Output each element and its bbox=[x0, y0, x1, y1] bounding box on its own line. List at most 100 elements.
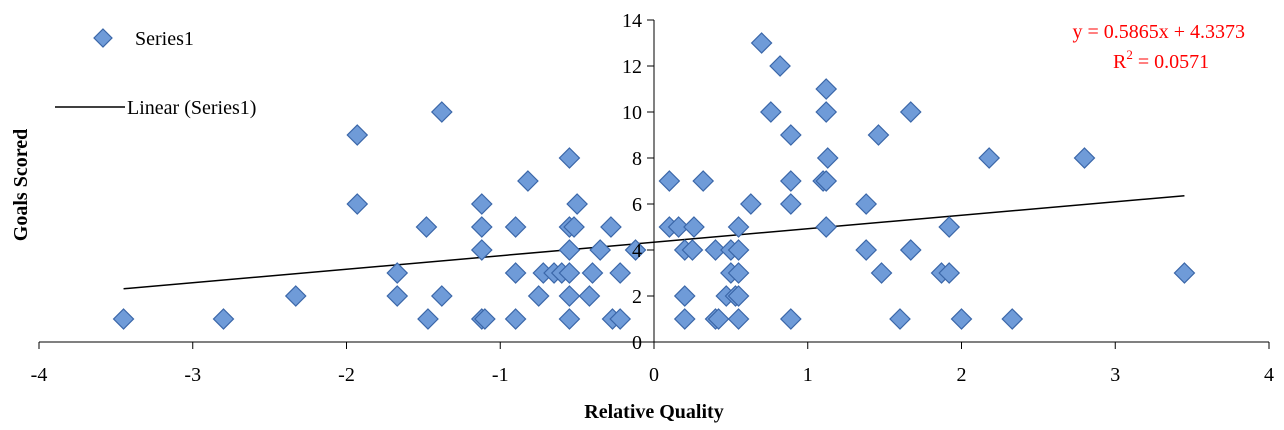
data-point bbox=[600, 216, 622, 238]
x-tick-label: 3 bbox=[1110, 364, 1120, 386]
data-point bbox=[938, 262, 961, 284]
data-point bbox=[779, 193, 802, 215]
data-point bbox=[899, 101, 922, 123]
data-point bbox=[727, 239, 750, 261]
data-point bbox=[415, 216, 438, 238]
data-point bbox=[474, 308, 496, 330]
data-point bbox=[504, 262, 527, 284]
data-point bbox=[558, 285, 581, 307]
data-point bbox=[212, 308, 235, 330]
data-point bbox=[504, 216, 527, 238]
data-point bbox=[779, 124, 802, 146]
data-point bbox=[815, 216, 838, 238]
data-point bbox=[609, 262, 632, 284]
y-axis-title: Goals Scored bbox=[10, 129, 32, 241]
y-tick-label: 6 bbox=[632, 194, 642, 216]
data-point bbox=[470, 193, 493, 215]
data-point bbox=[727, 285, 750, 307]
data-point bbox=[673, 308, 696, 330]
data-point bbox=[589, 239, 612, 261]
data-point bbox=[950, 308, 973, 330]
data-point bbox=[346, 124, 369, 146]
x-tick-label: -2 bbox=[338, 364, 355, 386]
x-tick-label: 4 bbox=[1264, 364, 1274, 386]
data-point bbox=[779, 308, 802, 330]
trendline-group bbox=[123, 194, 1185, 290]
data-point bbox=[681, 239, 704, 261]
data-point bbox=[112, 308, 135, 330]
data-point bbox=[889, 308, 911, 330]
data-point bbox=[284, 285, 307, 307]
data-point bbox=[760, 101, 782, 123]
trendline-equation: y = 0.5865x + 4.3373 R2 = 0.0571 bbox=[1072, 21, 1245, 73]
data-point bbox=[430, 101, 453, 123]
x-tick-label: -1 bbox=[492, 364, 509, 386]
data-point bbox=[855, 193, 878, 215]
data-point bbox=[1001, 308, 1024, 330]
y-tick-label: 0 bbox=[632, 332, 642, 354]
axes bbox=[39, 20, 1269, 343]
data-point bbox=[558, 239, 581, 261]
data-point bbox=[740, 193, 762, 215]
data-point bbox=[707, 308, 730, 330]
data-point bbox=[867, 124, 890, 146]
y-tick-label: 8 bbox=[632, 148, 642, 170]
legend-marker-icon bbox=[93, 28, 113, 48]
x-tick-label: 2 bbox=[957, 364, 967, 386]
x-axis-title: Relative Quality bbox=[584, 401, 723, 423]
data-point bbox=[470, 216, 493, 238]
data-point bbox=[624, 239, 647, 261]
data-point bbox=[727, 308, 750, 330]
x-tick-label: -3 bbox=[184, 364, 201, 386]
data-point bbox=[978, 147, 1001, 169]
data-point bbox=[683, 216, 705, 238]
y-tick-label: 2 bbox=[632, 286, 642, 308]
x-tick-label: -4 bbox=[31, 364, 48, 386]
legend-series-label: Series1 bbox=[135, 28, 194, 50]
legend-trendline-label: Linear (Series1) bbox=[127, 97, 256, 119]
data-point bbox=[386, 285, 409, 307]
data-point bbox=[870, 262, 893, 284]
data-point bbox=[815, 78, 838, 100]
data-point bbox=[673, 285, 696, 307]
data-point bbox=[1173, 262, 1196, 284]
data-points bbox=[112, 32, 1196, 330]
data-point bbox=[816, 147, 839, 169]
data-point bbox=[1073, 147, 1096, 169]
y-tick-label: 12 bbox=[622, 56, 642, 78]
x-tick-label: 0 bbox=[649, 364, 659, 386]
data-point bbox=[815, 101, 838, 123]
data-point bbox=[815, 170, 838, 192]
data-point bbox=[938, 216, 961, 238]
data-point bbox=[855, 239, 878, 261]
legend: Series1 Linear (Series1) bbox=[55, 28, 256, 119]
data-point bbox=[346, 193, 369, 215]
data-point bbox=[779, 170, 802, 192]
data-point bbox=[517, 170, 539, 192]
y-tick-label: 4 bbox=[632, 240, 642, 262]
equation-text: y = 0.5865x + 4.3373 bbox=[1072, 21, 1245, 43]
data-point bbox=[558, 147, 581, 169]
data-point bbox=[417, 308, 439, 330]
data-point bbox=[581, 262, 604, 284]
r-squared-text: R2 = 0.0571 bbox=[1113, 47, 1209, 73]
data-point bbox=[750, 32, 773, 54]
data-point bbox=[692, 170, 715, 192]
data-point bbox=[470, 239, 493, 261]
data-point bbox=[386, 262, 409, 284]
data-point bbox=[558, 262, 581, 284]
y-tick-label: 14 bbox=[622, 10, 642, 32]
data-point bbox=[769, 55, 791, 77]
data-point bbox=[667, 216, 690, 238]
x-tick-label: 1 bbox=[803, 364, 813, 386]
data-point bbox=[609, 308, 632, 330]
data-point bbox=[558, 308, 581, 330]
data-point bbox=[563, 216, 585, 238]
trendline bbox=[123, 194, 1185, 290]
data-point bbox=[899, 239, 922, 261]
data-point bbox=[658, 170, 681, 192]
data-point bbox=[430, 285, 453, 307]
data-point bbox=[578, 285, 601, 307]
data-point bbox=[704, 239, 727, 261]
